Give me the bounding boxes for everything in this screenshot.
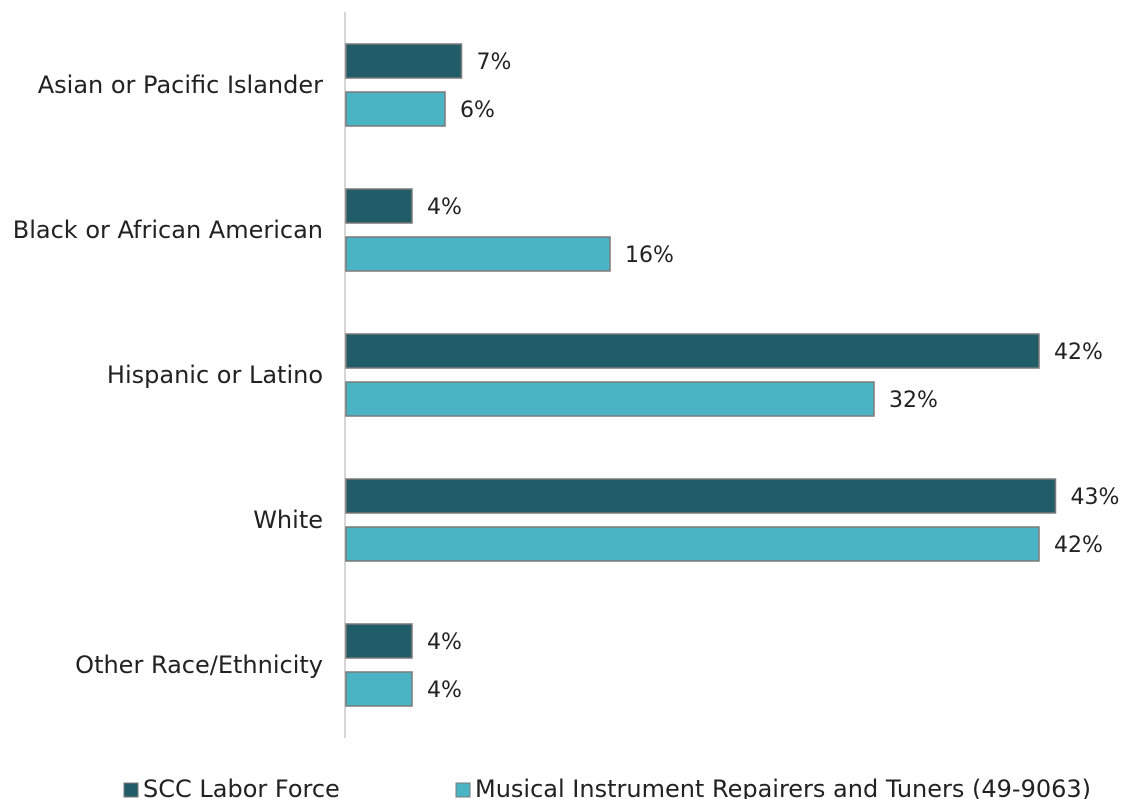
legend-item-series-1: SCC Labor Force [123,775,340,799]
legend-item-series-2: Musical Instrument Repairers and Tuners … [455,775,1091,799]
bar-white-series-2 [345,526,1040,562]
category-label-white: White [253,506,323,534]
category-label-black-or-african-american: Black or African American [13,216,323,244]
data-label-hispanic-or-latino-series-1: 42% [1054,340,1103,365]
bar-other-race-ethnicity-series-1 [345,623,413,659]
bar-black-or-african-american-series-1 [345,188,413,224]
data-label-black-or-african-american-series-2: 16% [625,243,674,268]
data-label-asian-or-pacific-islander-series-1: 7% [477,50,512,75]
data-label-asian-or-pacific-islander-series-2: 6% [460,98,495,123]
category-label-other-race-ethnicity: Other Race/Ethnicity [75,651,323,679]
bar-white-series-1 [345,478,1057,514]
data-label-hispanic-or-latino-series-2: 32% [889,388,938,413]
bar-asian-or-pacific-islander-series-2 [345,91,446,127]
category-labels: Asian or Pacific Islander Black or Africa… [13,71,323,679]
bar-hispanic-or-latino-series-1 [345,333,1040,369]
legend-label-series-1: SCC Labor Force [143,775,340,799]
data-label-white-series-2: 42% [1054,533,1103,558]
category-label-asian-or-pacific-islander: Asian or Pacific Islander [38,71,323,99]
bar-hispanic-or-latino-series-2 [345,381,875,417]
data-label-white-series-1: 43% [1071,485,1120,510]
data-label-other-race-ethnicity-series-1: 4% [427,630,462,655]
legend-swatch-series-2 [455,782,471,798]
bar-other-race-ethnicity-series-2 [345,671,413,707]
plot-area: 7% 6% 4% 16% 42% 32% 43% 42% 4% 4% [345,43,1120,707]
bar-asian-or-pacific-islander-series-1 [345,43,463,79]
legend-swatch-series-1 [123,782,139,798]
category-label-hispanic-or-latino: Hispanic or Latino [107,361,323,389]
data-label-black-or-african-american-series-1: 4% [427,195,462,220]
bar-black-or-african-american-series-2 [345,236,611,272]
legend-label-series-2: Musical Instrument Repairers and Tuners … [475,775,1091,799]
data-label-other-race-ethnicity-series-2: 4% [427,678,462,703]
legend: SCC Labor Force Musical Instrument Repair… [123,775,1091,799]
